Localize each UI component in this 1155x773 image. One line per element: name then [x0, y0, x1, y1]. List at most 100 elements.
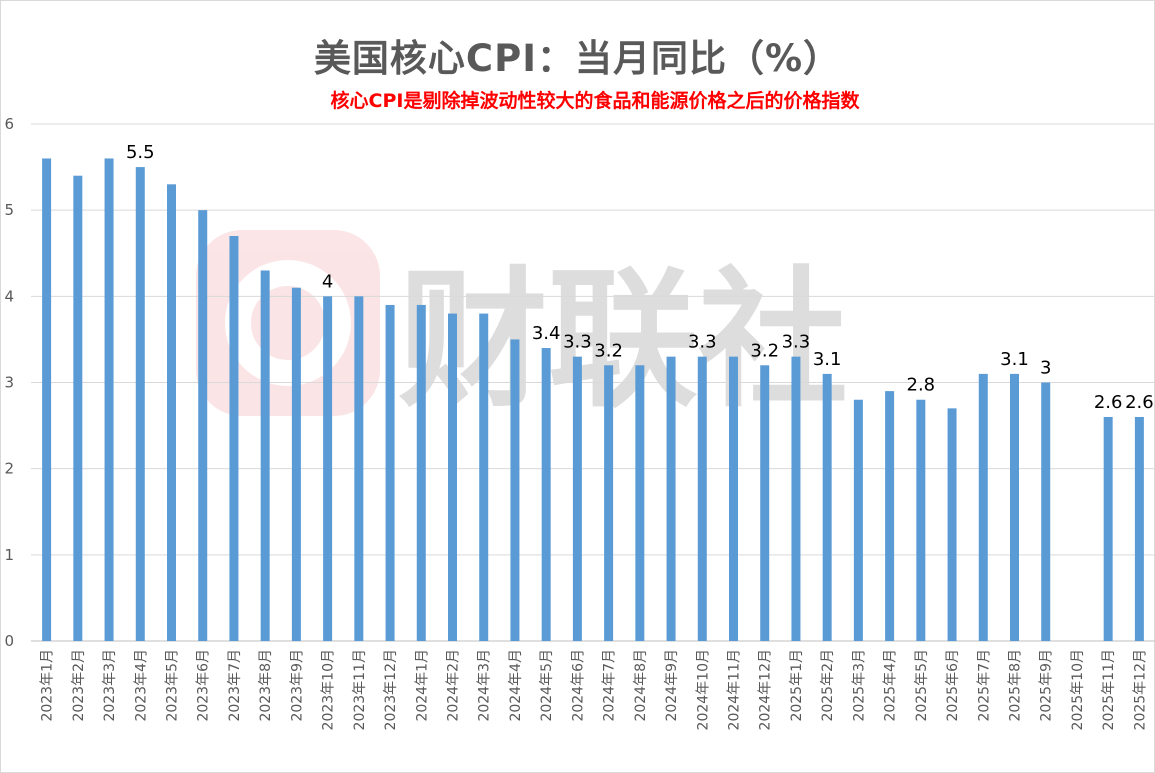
bar	[978, 373, 988, 641]
bar	[1103, 416, 1113, 641]
x-tick-label: 2024年3月	[477, 649, 493, 722]
bar	[572, 356, 582, 641]
x-tick-label: 2023年4月	[133, 649, 149, 722]
x-tick-label: 2024年9月	[664, 649, 680, 722]
x-tick-label: 2025年7月	[976, 649, 992, 722]
x-tick-label: 2025年3月	[851, 649, 867, 722]
bar	[916, 399, 926, 641]
y-tick-label: 6	[4, 115, 14, 133]
bar	[291, 287, 301, 641]
bar	[1134, 416, 1144, 641]
x-tick-label: 2024年6月	[570, 649, 586, 722]
x-tick-label: 2023年6月	[196, 649, 212, 722]
x-tick-label: 2024年2月	[446, 649, 462, 722]
x-tick-label: 2023年3月	[102, 649, 118, 722]
x-tick-label: 2025年12月	[1132, 649, 1148, 730]
bar	[104, 158, 114, 641]
data-label: 3.3	[563, 332, 592, 353]
y-tick-label: 4	[4, 287, 14, 305]
x-tick-label: 2024年11月	[727, 649, 743, 730]
y-tick-label: 0	[4, 632, 14, 650]
x-tick-label: 2023年9月	[289, 649, 305, 722]
watermark-logo-icon	[196, 230, 380, 416]
bar	[385, 304, 395, 641]
bar	[416, 304, 426, 641]
bar	[135, 167, 145, 642]
watermark: 财联社	[196, 230, 848, 428]
data-label: 3.1	[1000, 349, 1029, 370]
bar	[260, 270, 270, 641]
bar	[822, 373, 832, 641]
x-tick-label: 2024年8月	[633, 649, 649, 722]
data-label: 2.8	[907, 375, 936, 396]
bar	[229, 236, 239, 641]
x-tick-label: 2023年1月	[40, 649, 56, 722]
data-labels: 5.543.4 3.3 3.2 3.3 3.2 3.33.12.83.1 32.6 2.6	[126, 142, 1154, 413]
watermark-text: 财联社	[398, 254, 848, 428]
bar	[479, 313, 489, 641]
x-tick-label: 2023年2月	[71, 649, 87, 722]
bar	[42, 158, 52, 641]
bar	[729, 356, 738, 641]
x-axis-ticks: 2023年1月 2023年2月 2023年3月 2023年4月 2023年5月 2023年…	[40, 649, 1149, 730]
bar	[167, 184, 176, 642]
bar	[697, 356, 707, 641]
data-label: 5.5	[126, 142, 155, 163]
bar	[73, 175, 83, 641]
x-tick-label: 2025年5月	[914, 649, 930, 722]
bar	[448, 313, 457, 641]
bar	[510, 339, 520, 641]
data-label: 4	[322, 271, 333, 292]
x-tick-label: 2023年11月	[352, 649, 368, 730]
x-tick-label: 2025年1月	[789, 649, 805, 722]
x-tick-label: 2023年8月	[258, 649, 274, 722]
x-tick-label: 2025年11月	[1101, 649, 1117, 730]
data-label: 3.2	[750, 340, 779, 361]
chart-subtitle: 核心CPI是剔除掉波动性较大的食品和能源价格之后的价格指数	[330, 90, 860, 112]
x-tick-label: 2024年10月	[695, 649, 711, 730]
x-tick-label: 2025年6月	[945, 649, 961, 722]
x-tick-label: 2024年1月	[414, 649, 430, 722]
data-label: 3	[1040, 358, 1051, 379]
data-label: 3.3	[688, 332, 717, 353]
bar	[885, 391, 895, 641]
chart-title: 美国核心CPI：当月同比（%）	[313, 37, 842, 80]
data-label: 3.4	[532, 323, 561, 344]
bar	[947, 408, 957, 641]
gridlines	[31, 123, 1155, 642]
x-tick-label: 2025年2月	[820, 649, 836, 722]
y-tick-label: 1	[4, 546, 14, 564]
x-tick-label: 2025年10月	[1070, 649, 1086, 730]
data-label: 2.6	[1094, 392, 1123, 413]
bar	[1010, 373, 1019, 641]
x-tick-label: 2024年7月	[602, 649, 618, 722]
bars	[42, 158, 1144, 642]
bar	[635, 365, 645, 641]
bar	[354, 296, 364, 641]
x-tick-label: 2023年5月	[165, 649, 181, 722]
x-tick-label: 2024年12月	[758, 649, 774, 730]
bar	[541, 348, 551, 641]
x-tick-label: 2024年4月	[508, 649, 524, 722]
data-label: 3.3	[782, 332, 811, 353]
bar	[198, 210, 208, 641]
y-tick-label: 2	[4, 460, 14, 478]
data-label: 3.2	[594, 340, 623, 361]
y-tick-label: 5	[4, 201, 14, 219]
data-label: 2.6	[1125, 392, 1154, 413]
bar	[1041, 382, 1051, 641]
bar	[853, 399, 863, 641]
x-tick-label: 2025年9月	[1039, 649, 1055, 722]
data-label: 3.1	[813, 349, 842, 370]
x-tick-label: 2024年5月	[539, 649, 555, 722]
x-tick-label: 2023年12月	[383, 649, 399, 730]
x-tick-label: 2023年7月	[227, 649, 243, 722]
bar	[323, 296, 333, 641]
bar	[604, 365, 614, 641]
x-tick-label: 2025年4月	[883, 649, 899, 722]
bar	[760, 365, 770, 641]
bar	[791, 356, 801, 641]
bar	[666, 356, 676, 641]
x-tick-label: 2025年8月	[1008, 649, 1024, 722]
